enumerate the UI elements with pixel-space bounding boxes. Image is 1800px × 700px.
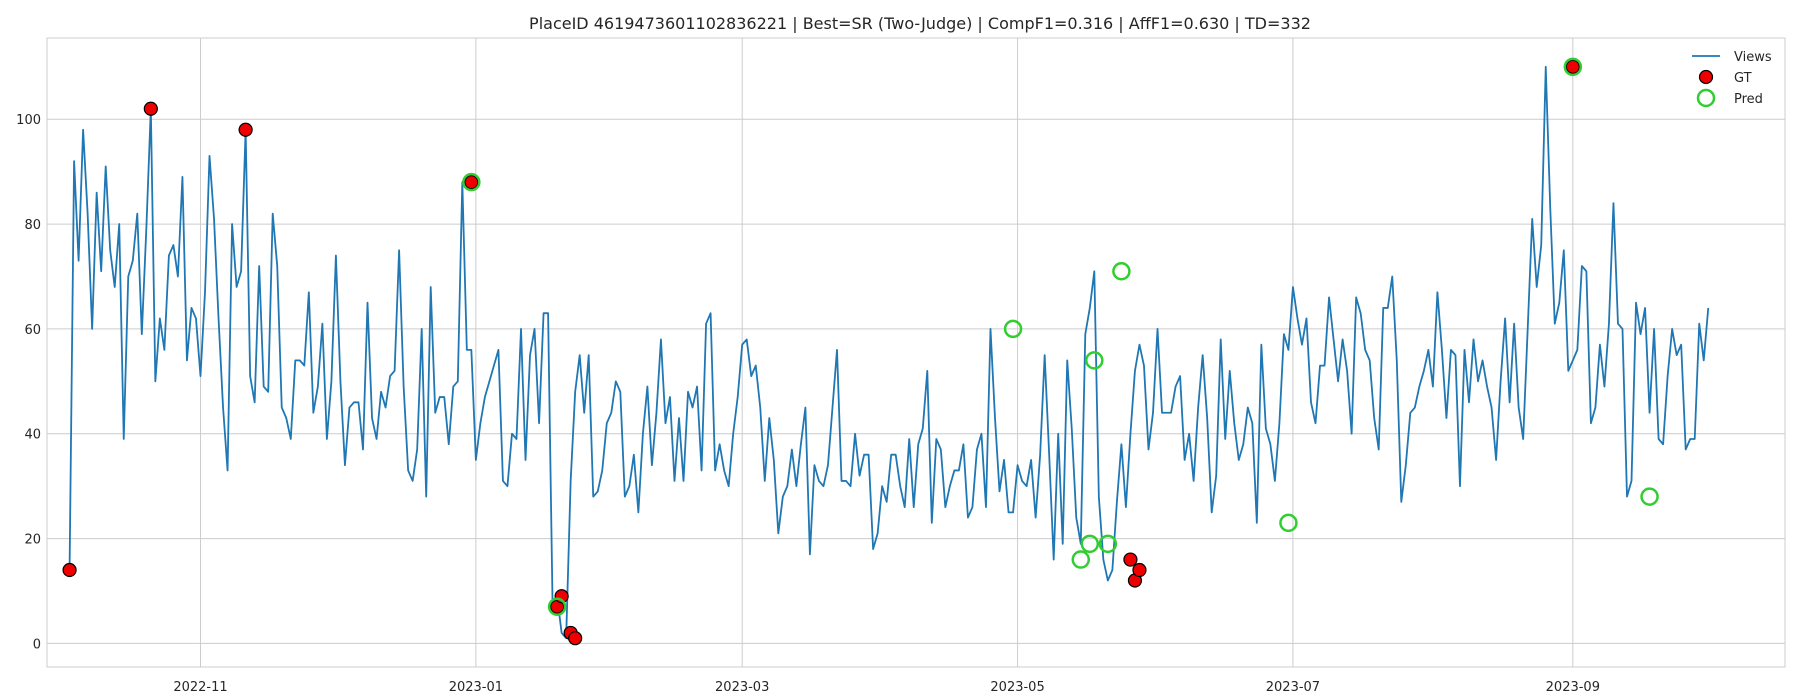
- gt-point: [1565, 59, 1580, 74]
- plot-frame: [46, 37, 1786, 668]
- y-tick-label: 100: [16, 113, 41, 128]
- y-tick-label: 60: [24, 323, 41, 338]
- pred-point: [1003, 319, 1023, 339]
- pred-point: [1071, 550, 1091, 569]
- x-tick-label: 2023-05: [990, 680, 1044, 695]
- legend-label: Views: [1734, 50, 1772, 65]
- y-tick-label: 80: [24, 218, 41, 233]
- gt-point: [1132, 562, 1147, 578]
- gt-point: [464, 175, 479, 190]
- legend-pred-swatch: [1696, 88, 1716, 108]
- pred-point: [1085, 351, 1104, 370]
- pred-point: [1563, 57, 1583, 77]
- pred-point: [462, 172, 481, 192]
- legend-label: Pred: [1734, 92, 1763, 107]
- gt-point: [1123, 552, 1138, 567]
- plot-area: 0 20 40 60 80 100 2022-11 2023-01 2023-03 2023-05…: [16, 37, 1786, 695]
- x-tick-label: 2022-11: [173, 680, 227, 695]
- legend: Views GT Pred: [1692, 50, 1772, 108]
- x-tick-label: 2023-03: [715, 680, 769, 695]
- pred-point: [1640, 487, 1659, 506]
- pred-point: [1112, 262, 1131, 281]
- pred-point: [547, 597, 567, 616]
- gt-point: [143, 101, 158, 116]
- x-tick-label: 2023-09: [1546, 680, 1600, 695]
- pred-point: [1080, 534, 1100, 554]
- gt-point: [238, 122, 253, 137]
- pred-point: [1098, 534, 1118, 554]
- gt-point: [62, 562, 77, 578]
- chart-title: PlaceID 4619473601102836221 | Best=SR (T…: [529, 14, 1311, 33]
- pred-point: [1279, 513, 1298, 533]
- y-tick-label: 20: [24, 533, 41, 548]
- gt-point: [568, 631, 583, 646]
- views-series-line: [68, 65, 1710, 640]
- y-tick-label: 40: [24, 428, 41, 443]
- x-tick-label: 2023-01: [449, 680, 503, 695]
- y-tick-label: 0: [33, 637, 41, 652]
- legend-gt-swatch: [1698, 69, 1714, 85]
- x-tick-label: 2023-07: [1266, 680, 1320, 695]
- legend-label: GT: [1734, 71, 1752, 86]
